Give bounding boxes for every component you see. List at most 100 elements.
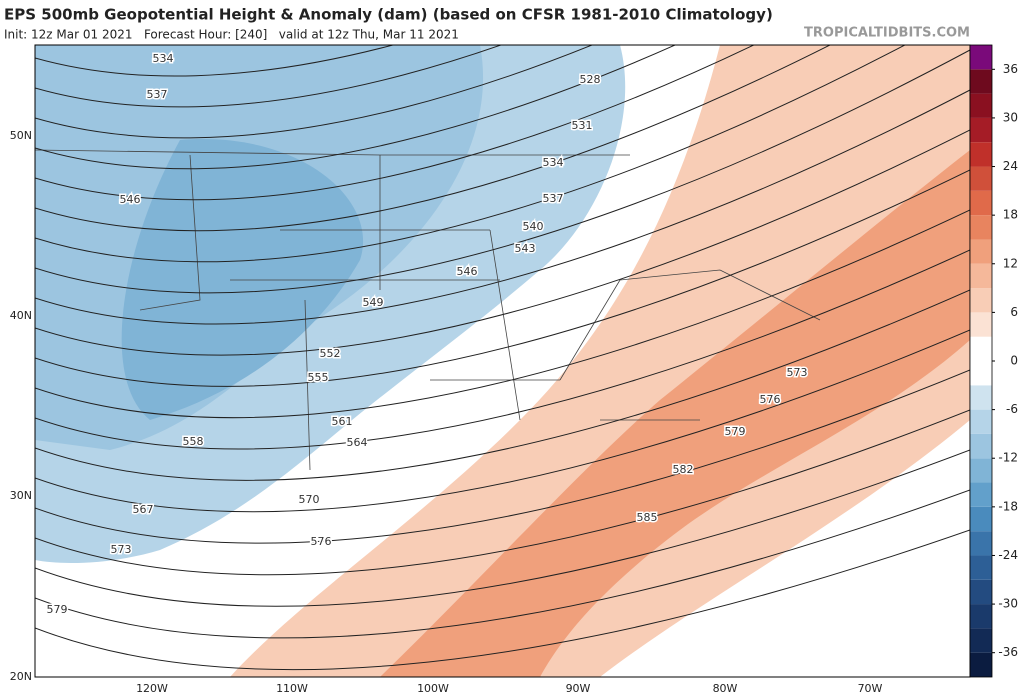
colorbar-segment	[970, 409, 992, 434]
contour-label: 546	[457, 265, 478, 278]
contour-line	[35, 89, 970, 325]
contour-label: 546	[120, 193, 141, 206]
colorbar-segment	[970, 385, 992, 410]
contour-line	[35, 45, 593, 139]
colorbar-segment	[970, 506, 992, 532]
colorbar-tick-label: 36	[1003, 62, 1018, 76]
colorbar-segment	[970, 69, 992, 94]
colorbar-segment	[970, 458, 992, 483]
colorbar-segment	[970, 166, 992, 191]
contour-label: 558	[183, 435, 204, 448]
contour-label: 573	[787, 366, 808, 379]
contour-label: 531	[572, 119, 593, 132]
contour-line	[35, 169, 970, 387]
colorbar-segment	[970, 531, 992, 556]
contours	[35, 45, 970, 671]
colorbar-segment	[970, 482, 992, 507]
positive-anomaly	[380, 150, 970, 677]
contour-line	[35, 489, 970, 639]
contour-label: 540	[523, 220, 544, 233]
colorbar-segment	[970, 579, 992, 605]
contour-label: 573	[111, 543, 132, 556]
colorbar-segment	[970, 288, 992, 313]
colorbar-tick-label: 18	[1003, 208, 1018, 222]
colorbar-segment	[970, 312, 992, 337]
contour-line	[35, 45, 755, 201]
colorbar-tick-label: 12	[1003, 256, 1018, 270]
contour-label: 585	[637, 511, 658, 524]
contour-label: 552	[320, 347, 341, 360]
lon-label: 90W	[566, 682, 591, 695]
colorbar-tick-label: 24	[1003, 159, 1018, 173]
contour-line	[35, 209, 970, 419]
map: 534 537 528 531 534 537 540 543 546 546 549 552 555 5…	[35, 45, 970, 677]
colorbar-tick-label: -18	[998, 499, 1018, 513]
colorbar-segment	[970, 555, 992, 580]
colorbar-tick-label: 30	[1003, 110, 1018, 124]
site-credit: TROPICALTIDBITS.COM	[804, 26, 970, 41]
contour-label: 555	[308, 371, 329, 384]
lon-label: 100W	[417, 682, 449, 695]
colorbar-tick-label: -36	[998, 645, 1018, 659]
contour-label: 543	[515, 242, 536, 255]
contour-label: 549	[363, 296, 384, 309]
contour-line	[35, 449, 970, 607]
colorbar-tick-label: -12	[998, 451, 1018, 465]
borders	[35, 149, 821, 471]
lat-label: 20N	[10, 670, 32, 683]
colorbar-tick-label: 0	[1010, 354, 1018, 368]
title: EPS 500mb Geopotential Height & Anomaly …	[4, 6, 773, 24]
contour-label: 576	[760, 393, 781, 406]
colorbar-tick-label: -24	[998, 548, 1018, 562]
colorbar-segment	[970, 190, 992, 216]
contour-line	[35, 289, 970, 481]
colorbar-tick-label: -6	[1006, 402, 1018, 416]
lat-label: 40N	[10, 309, 32, 322]
colorbar-tick-label: -30	[998, 597, 1018, 611]
colorbar-segment	[970, 433, 992, 459]
contour-line	[35, 49, 970, 294]
contour-line	[35, 249, 970, 450]
colorbar-segment	[970, 45, 992, 70]
colorbar-tick-label: 6	[1010, 305, 1018, 319]
colorbar-segment	[970, 361, 992, 386]
colorbar-segment	[970, 239, 992, 264]
positive-anomaly	[230, 45, 970, 677]
contour-label: 570	[299, 493, 320, 506]
contour-line	[35, 369, 970, 544]
colorbar-segment	[970, 93, 992, 118]
lat-label: 50N	[10, 129, 32, 142]
lat-label: 30N	[10, 489, 32, 502]
contour-label: 534	[543, 156, 564, 169]
colorbar-segment	[970, 142, 992, 167]
colorbar-segment	[970, 628, 992, 653]
contour-label: 579	[725, 425, 746, 438]
contour-line	[35, 45, 831, 232]
contour-label: 576	[311, 535, 332, 548]
contour-label: 567	[133, 503, 154, 516]
lon-label: 70W	[858, 682, 883, 695]
contour-line	[35, 409, 970, 576]
contour-line	[35, 329, 970, 513]
contour-label: 579	[47, 603, 68, 616]
lon-label: 110W	[276, 682, 308, 695]
contour-line	[35, 129, 970, 356]
contour-line	[35, 45, 395, 77]
contour-line	[35, 45, 503, 108]
contour-label: 582	[673, 463, 694, 476]
contour-line	[35, 45, 906, 263]
colorbar-segment	[970, 263, 992, 289]
subtitle: Init: 12z Mar 01 2021 Forecast Hour: [24…	[4, 28, 459, 42]
contour-label: 528	[580, 73, 601, 86]
contour-label: 537	[147, 88, 168, 101]
contour-line	[35, 529, 970, 671]
contour-line	[35, 45, 676, 170]
colorbar-segment	[970, 117, 992, 143]
contour-label: 534	[153, 52, 174, 65]
contour-label: 564	[347, 436, 368, 449]
lon-label: 120W	[136, 682, 168, 695]
colorbar-segment	[970, 652, 992, 677]
labels: 50N 40N 30N 20N 120W 110W 100W 90W 80W 70W 36 30 24 1…	[10, 44, 1018, 695]
negative-anomaly	[121, 139, 364, 420]
